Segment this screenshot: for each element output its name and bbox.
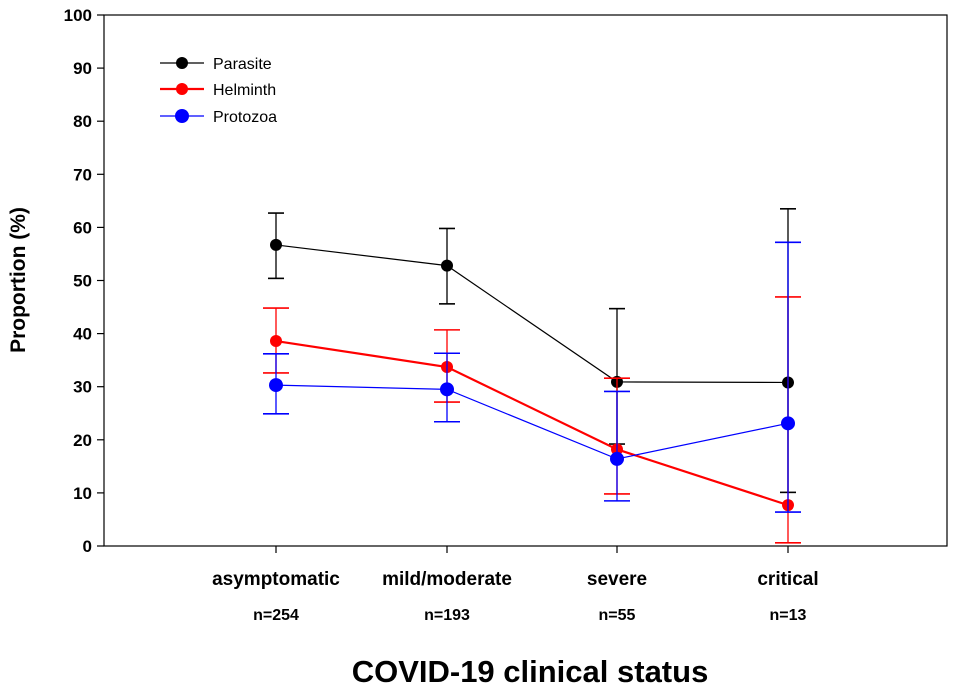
sample-size-label: n=55 [599,607,636,624]
legend-marker [176,57,188,69]
data-point [269,378,283,393]
x-category-label: asymptomatic [212,569,340,590]
data-point [270,238,282,251]
series-line [275,339,789,507]
legend-label: Parasite [213,56,272,73]
y-tick-label: 60 [73,218,92,237]
y-tick-label: 100 [64,6,92,25]
series-protozoa [263,241,801,513]
series-line [275,384,789,460]
x-category-label: severe [587,569,647,590]
y-tick-label: 50 [73,272,92,291]
y-tick-label: 0 [83,537,92,556]
y-axis: 0 10 20 30 40 50 60 70 80 90 100 [64,6,104,556]
x-category-label: critical [757,569,818,590]
series-line [275,244,789,384]
data-point [440,382,454,397]
sample-size-label: n=13 [770,607,807,624]
series-parasite [268,208,796,494]
y-tick-label: 80 [73,112,92,131]
series-layer [263,208,801,544]
legend: Parasite Helminth Protozoa [160,56,277,126]
data-point [441,259,453,272]
legend-marker [175,109,189,123]
legend-label: Helminth [213,82,276,99]
data-point [270,335,282,348]
y-tick-label: 20 [73,431,92,450]
y-tick-label: 10 [73,484,92,503]
series-helminth [263,296,801,544]
x-category-label: mild/moderate [382,569,512,590]
sample-size-label: n=254 [253,607,299,624]
legend-marker [176,83,188,95]
sample-size-label: n=193 [424,607,470,624]
y-tick-label: 70 [73,165,92,184]
data-point [781,416,795,431]
data-point [610,451,624,466]
y-tick-label: 30 [73,378,92,397]
y-axis-title: Proportion (%) [7,207,30,353]
legend-label: Protozoa [213,109,277,126]
y-tick-label: 40 [73,325,92,344]
x-axis-title: COVID-19 clinical status [352,654,709,689]
x-axis: asymptomatic n=254 mild/moderate n=193 sever… [212,546,819,624]
y-tick-label: 90 [73,59,92,78]
